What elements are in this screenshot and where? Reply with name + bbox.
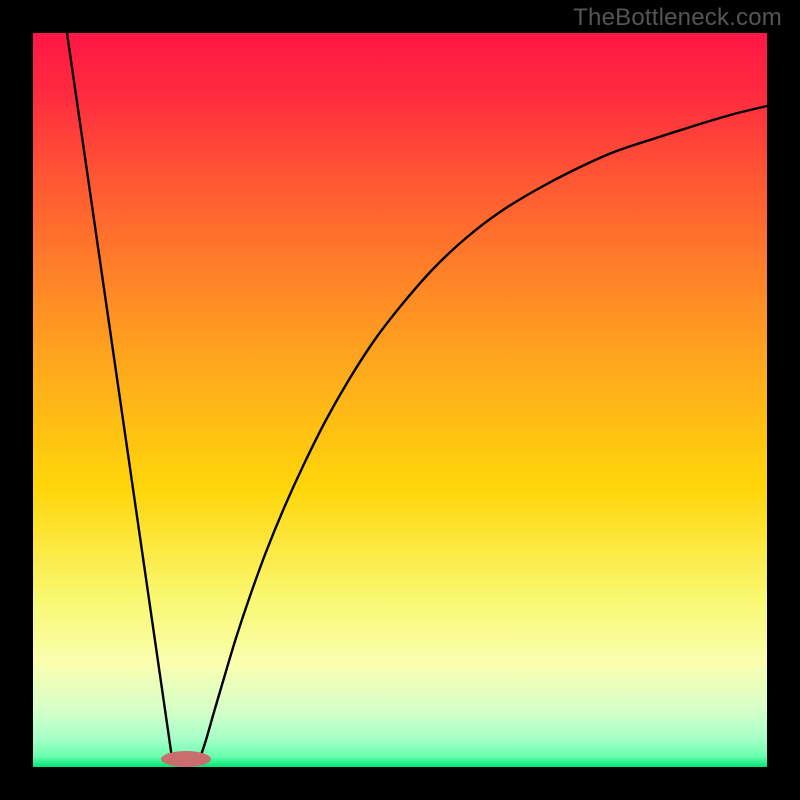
plot-background [33,33,767,767]
watermark-text: TheBottleneck.com [573,4,782,32]
chart-container: TheBottleneck.com [0,0,800,800]
bottleneck-marker [161,751,211,767]
bottleneck-chart [0,0,800,800]
